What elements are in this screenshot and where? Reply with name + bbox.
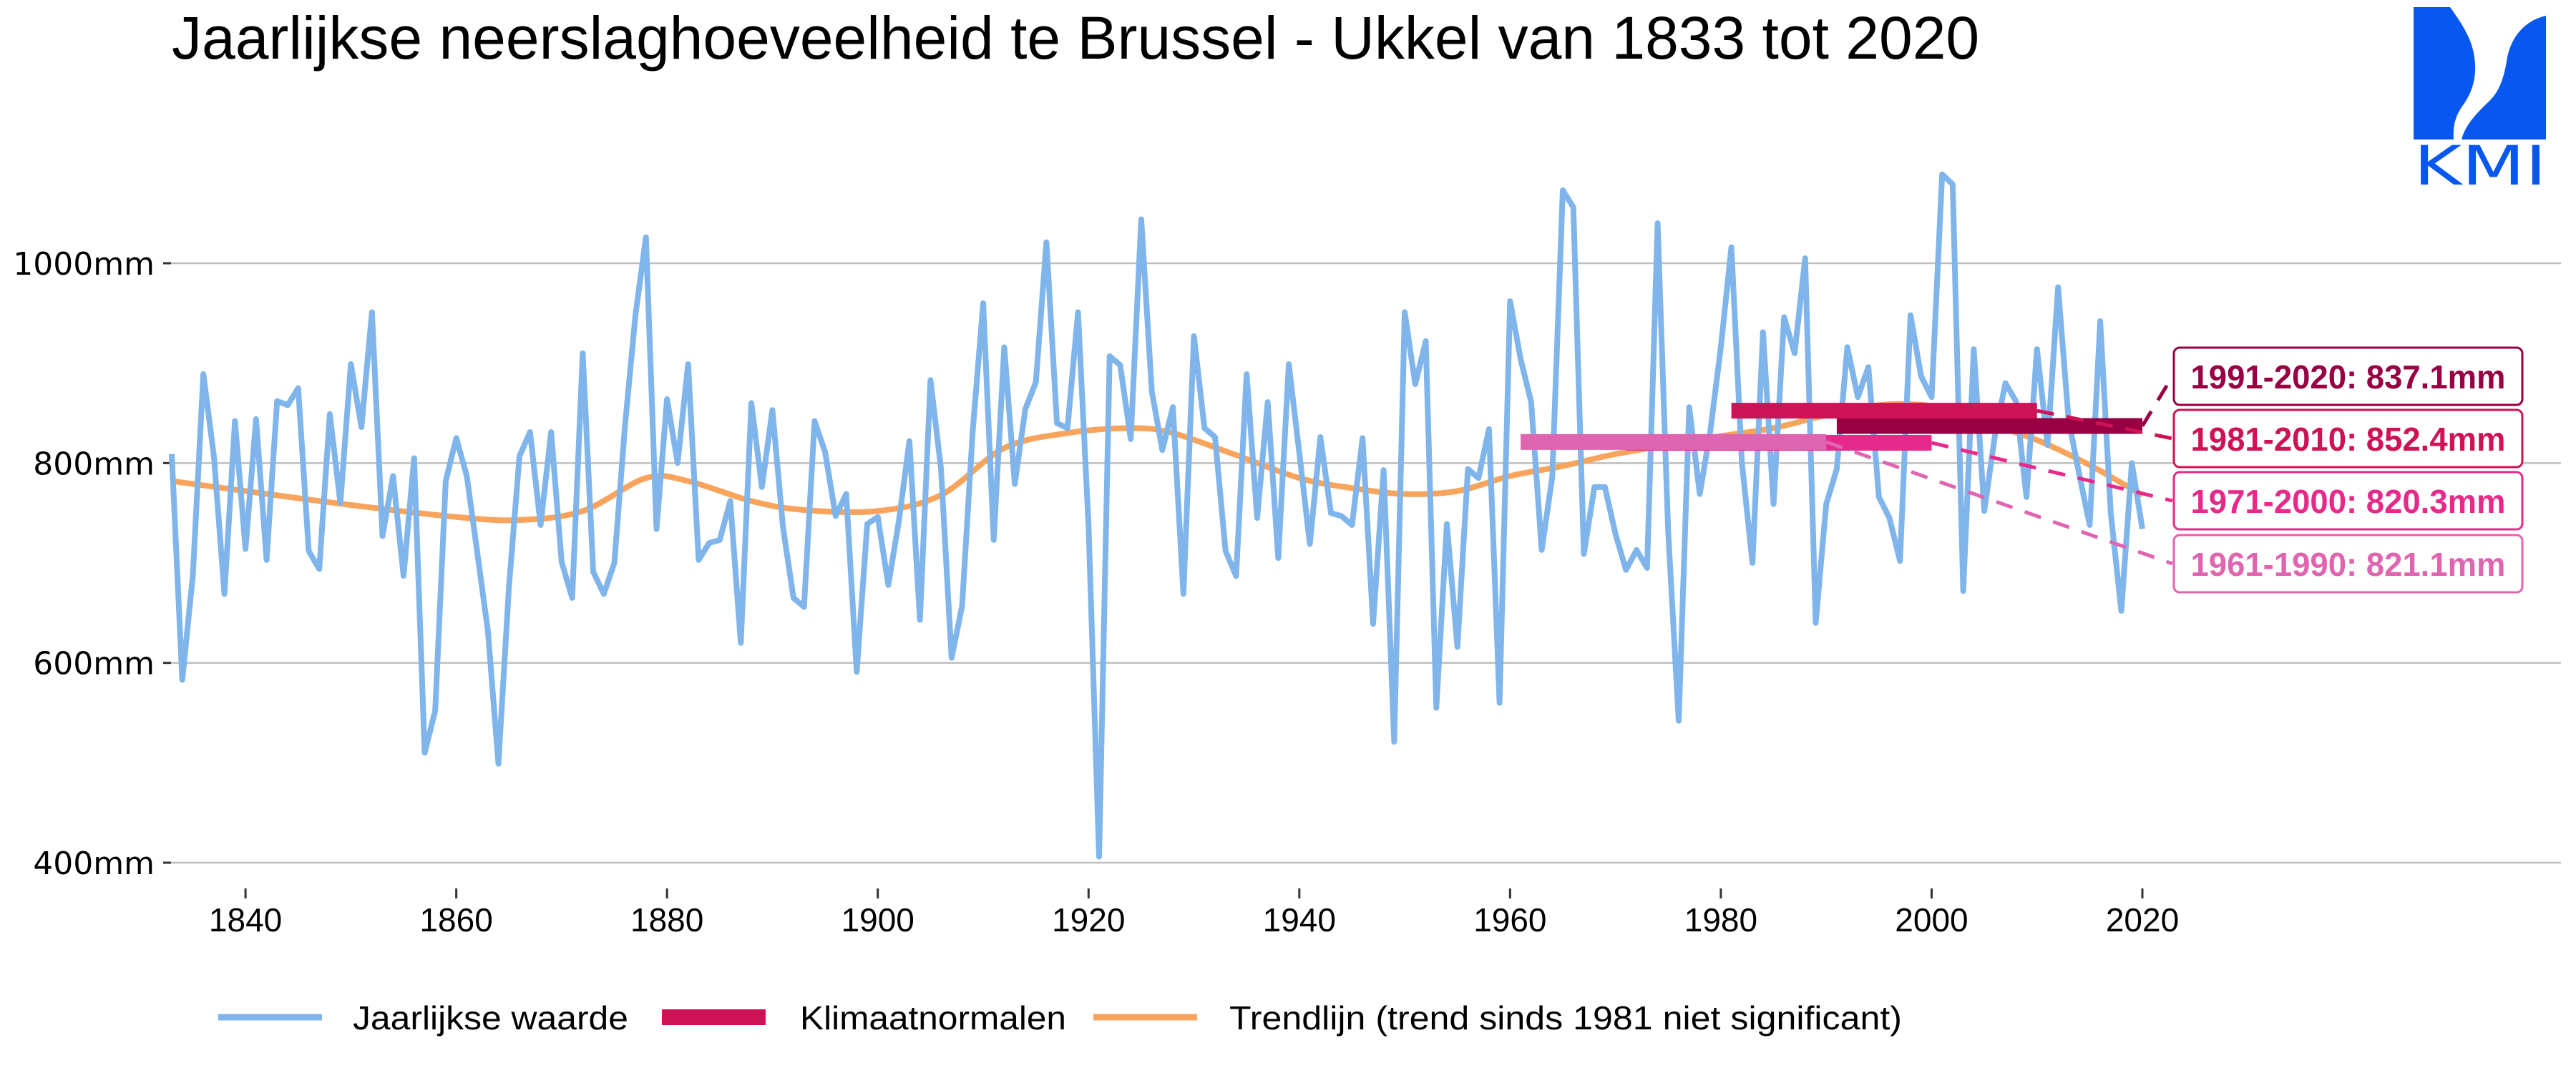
y-axis: 400mm 600mm 800mm 1000mm	[13, 246, 171, 882]
legend-item: Jaarlijkse waarde	[218, 999, 628, 1037]
chart-title: Jaarlijkse neerslaghoeveelheid te Brusse…	[172, 4, 1979, 72]
climate-normal-bar	[1521, 433, 1827, 450]
y-tick-label: 1000mm	[13, 246, 155, 283]
climate-normal-label-box	[2172, 346, 2524, 406]
y-tick-label: 400mm	[33, 846, 155, 882]
legend-key	[218, 1014, 322, 1021]
kmi-logo-emblem-right	[2462, 16, 2546, 139]
x-axis: 1840 1860 1880 1900 1920 1940 1960 1980 2000 2020	[209, 888, 2179, 939]
kmi-logo: KMI	[2414, 7, 2547, 197]
legend-label: Trendlijn (trend sinds 1981 niet signifi…	[1229, 999, 1902, 1037]
legend-item: Klimaatnormalen	[662, 999, 1066, 1037]
x-tick-label: 1900	[841, 901, 914, 939]
x-tick-label: 2000	[1895, 901, 1968, 939]
legend-key	[662, 1009, 766, 1025]
x-tick-label: 1980	[1684, 901, 1757, 939]
legend-label: Jaarlijkse waarde	[353, 999, 628, 1037]
climate-normal-labels: 1991-2020: 837.1mm 1981-2010: 852.4mm 1971…	[1825, 346, 2524, 594]
y-tick-label: 600mm	[33, 646, 155, 682]
climate-normal-label-box	[2172, 408, 2524, 469]
legend-item: Trendlijn (trend sinds 1981 niet signifi…	[1093, 999, 1902, 1037]
kmi-logo-text: KMI	[2414, 134, 2547, 197]
legend-key	[1093, 1014, 1197, 1021]
x-tick-label: 1960	[1473, 901, 1546, 939]
climate-normal-bar	[1731, 403, 2037, 419]
climate-normal-label-box	[2172, 471, 2524, 531]
climate-normal-label: 1981-2010: 852.4mm	[2191, 421, 2506, 458]
climate-normal-bar	[1836, 418, 2142, 434]
climate-normal-label: 1971-2000: 820.3mm	[2191, 483, 2506, 520]
x-tick-label: 1860	[419, 901, 492, 939]
x-tick-label: 1880	[630, 901, 703, 939]
yearly-layer	[169, 171, 2145, 860]
climate-normal-label: 1961-1990: 821.1mm	[2191, 546, 2506, 583]
legend: Jaarlijkse waarde Klimaatnormalen Trendlij…	[218, 999, 1902, 1037]
yearly-values-line	[169, 171, 2145, 860]
climate-normal-label: 1991-2020: 837.1mm	[2191, 358, 2506, 396]
x-tick-label: 1920	[1052, 901, 1125, 939]
climate-normals-layer	[1521, 403, 2142, 451]
climate-normal-label-box	[2172, 534, 2524, 594]
connector-line	[2036, 408, 2173, 441]
x-tick-label: 2020	[2106, 901, 2179, 939]
x-tick-label: 1940	[1263, 901, 1336, 939]
y-tick-label: 800mm	[33, 446, 155, 482]
connector-line	[1931, 441, 2173, 503]
x-tick-label: 1840	[209, 901, 282, 939]
connector-line	[1825, 440, 2173, 566]
kmi-logo-emblem-left	[2414, 7, 2476, 139]
connector-line	[2140, 375, 2175, 427]
legend-label: Klimaatnormalen	[800, 999, 1066, 1037]
